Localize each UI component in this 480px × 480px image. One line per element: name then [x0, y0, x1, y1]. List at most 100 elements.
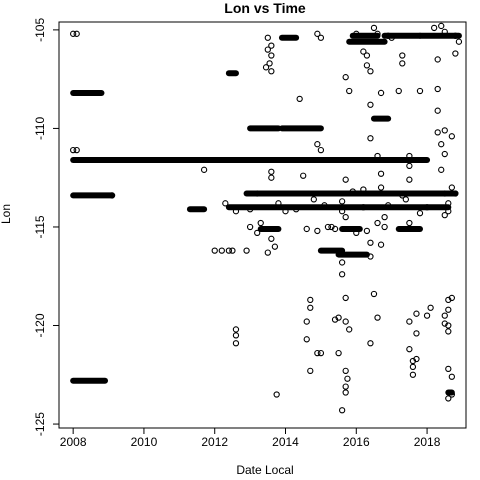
data-point	[342, 318, 349, 325]
data-point	[273, 391, 280, 398]
data-point	[455, 38, 463, 45]
data-point	[445, 322, 452, 329]
data-point	[363, 52, 371, 59]
data-point	[268, 235, 275, 242]
data-point	[448, 133, 455, 140]
data-point	[406, 219, 413, 227]
x-tick-label: 2016	[343, 435, 370, 449]
data-point	[367, 101, 374, 108]
y-tick-label: -115	[33, 215, 47, 238]
data-point	[262, 64, 270, 71]
data-point	[264, 46, 271, 53]
data-point	[353, 30, 360, 37]
data-point	[430, 24, 438, 32]
data-point	[377, 241, 385, 248]
data-point	[338, 198, 346, 205]
data-point	[445, 395, 452, 402]
data-point	[406, 176, 413, 183]
data-point	[402, 196, 409, 203]
data-point	[413, 330, 420, 337]
data-point	[338, 407, 346, 414]
data-point	[254, 190, 261, 197]
data-point	[448, 373, 455, 380]
data-point	[377, 184, 385, 191]
data-point	[441, 190, 448, 197]
data-point	[324, 223, 332, 231]
data-point	[413, 310, 420, 317]
data-point	[423, 312, 431, 319]
data-point	[335, 314, 342, 321]
data-point	[416, 87, 424, 95]
data-point	[438, 141, 445, 148]
data-point	[452, 32, 459, 39]
data-point	[399, 52, 406, 59]
data-point	[448, 391, 455, 398]
data-point	[342, 367, 349, 374]
data-point	[374, 314, 381, 321]
data-point	[441, 127, 448, 134]
data-point	[268, 168, 275, 175]
data-point	[381, 223, 388, 231]
data-point	[360, 186, 367, 193]
data-point	[370, 24, 378, 32]
data-point	[441, 312, 448, 319]
data-point	[73, 146, 80, 154]
data-point	[307, 367, 314, 374]
data-point	[268, 52, 275, 59]
data-point	[441, 28, 448, 36]
data-point	[367, 340, 374, 347]
data-point	[374, 152, 381, 160]
data-point	[232, 208, 240, 215]
data-point	[264, 249, 271, 256]
data-point	[108, 192, 116, 199]
data-point	[438, 166, 445, 173]
data-point	[307, 296, 314, 304]
data-point	[296, 95, 303, 103]
data-point	[200, 166, 208, 173]
data-point	[399, 192, 406, 199]
data-point	[441, 211, 448, 219]
data-point	[434, 107, 441, 114]
x-tick-label: 2018	[414, 435, 441, 449]
data-point	[445, 328, 452, 335]
data-point	[427, 304, 434, 311]
data-point	[452, 190, 459, 197]
data-point	[232, 332, 240, 339]
data-point	[257, 219, 264, 227]
data-point	[452, 50, 459, 57]
data-point	[275, 200, 282, 207]
data-point	[342, 383, 349, 390]
data-point	[367, 68, 374, 75]
data-point	[406, 318, 413, 325]
data-point	[303, 336, 310, 343]
y-tick-label: -110	[33, 117, 47, 140]
data-point	[367, 253, 374, 260]
y-axis: -105 -110 -115 -120 -125	[33, 18, 59, 436]
data-point	[406, 346, 413, 353]
data-point	[70, 146, 77, 154]
data-point	[292, 206, 300, 213]
data-point	[395, 87, 402, 95]
data-point	[342, 389, 349, 396]
data-point	[317, 349, 325, 357]
x-tick-label: 2012	[201, 435, 228, 449]
data-point	[441, 150, 448, 158]
data-point	[346, 326, 353, 333]
y-tick-label: -120	[33, 313, 47, 337]
data-point	[406, 162, 413, 170]
data-point	[448, 294, 455, 302]
data-point	[282, 208, 289, 215]
data-point	[360, 48, 367, 55]
data-point	[268, 42, 275, 49]
data-point	[445, 208, 452, 215]
data-point	[317, 34, 325, 41]
data-point	[246, 223, 254, 231]
data-point	[321, 202, 328, 209]
data-point	[388, 34, 395, 41]
data-point	[434, 129, 441, 136]
data-point	[338, 208, 346, 215]
data-point	[377, 170, 385, 177]
data-point	[268, 68, 275, 75]
x-tick-label: 2008	[60, 435, 87, 449]
